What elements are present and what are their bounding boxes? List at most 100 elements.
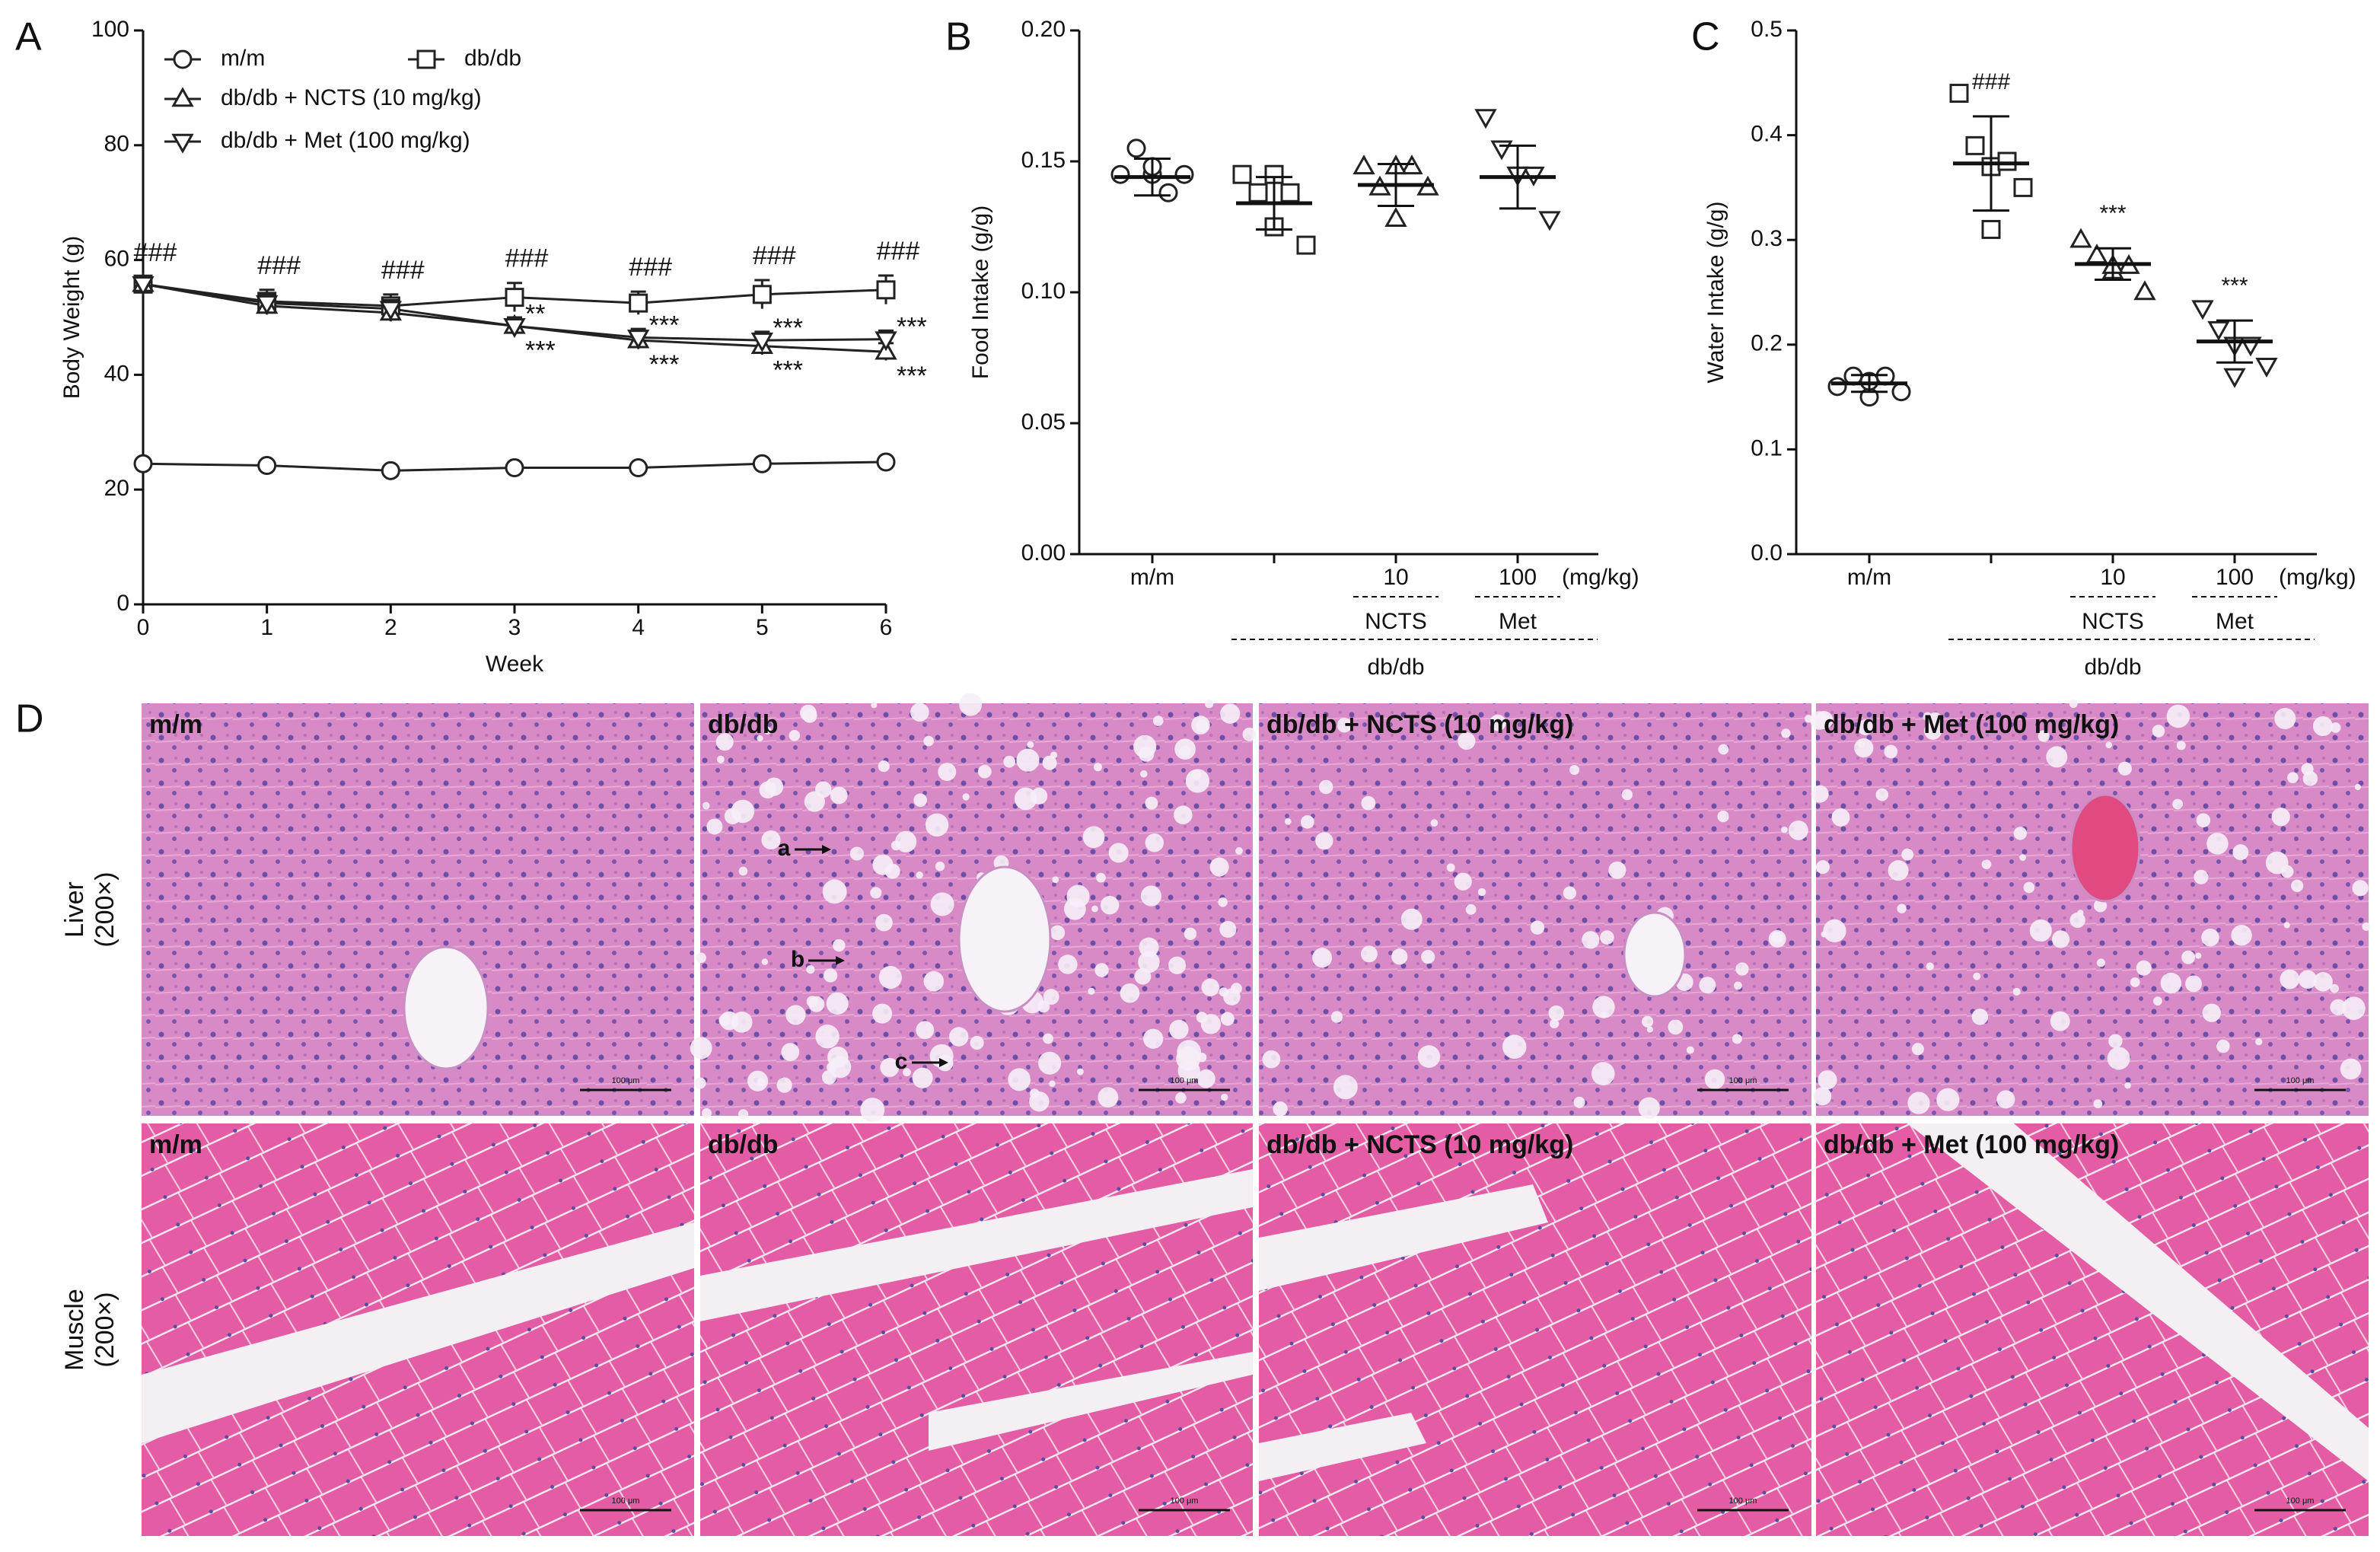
vacuole bbox=[1219, 920, 1237, 938]
marker bbox=[1538, 211, 1561, 231]
vacuole bbox=[1477, 888, 1486, 897]
vessel bbox=[403, 945, 489, 1070]
vacuole bbox=[1549, 1018, 1560, 1029]
significance-label: *** bbox=[2221, 273, 2248, 298]
marker bbox=[2133, 280, 2156, 301]
vacuole bbox=[1220, 703, 1241, 724]
vacuole bbox=[1936, 1088, 1960, 1111]
vacuole bbox=[2202, 1003, 2221, 1022]
vacuole bbox=[1454, 872, 1472, 891]
vacuole bbox=[789, 730, 801, 741]
scale-bar-label: 100 μm bbox=[1729, 1496, 1757, 1506]
vacuole bbox=[2012, 987, 2021, 996]
vacuole bbox=[1330, 1011, 1343, 1023]
sample-label: m/m bbox=[149, 1130, 202, 1159]
vacuole bbox=[1076, 1068, 1084, 1076]
vacuole bbox=[1781, 728, 1791, 738]
vacuole bbox=[1391, 948, 1408, 965]
group-label: db/db bbox=[2084, 655, 2141, 680]
x-tick-label: 3 bbox=[508, 615, 521, 640]
vacuole bbox=[1781, 826, 1788, 833]
vacuole bbox=[1008, 1068, 1031, 1091]
arrow-head bbox=[822, 845, 831, 854]
y-tick-label: 0.0 bbox=[1751, 540, 1783, 566]
marker bbox=[876, 452, 896, 472]
vacuole bbox=[1138, 951, 1160, 974]
vacuole bbox=[935, 861, 945, 872]
marker bbox=[752, 285, 772, 304]
vacuole bbox=[1273, 1101, 1288, 1117]
vacuole bbox=[1458, 731, 1476, 751]
vacuole bbox=[1016, 748, 1040, 772]
micrograph-image bbox=[1816, 1123, 2369, 1536]
marker bbox=[255, 295, 279, 315]
vacuole bbox=[2153, 996, 2162, 1006]
tissue-gap bbox=[700, 1169, 1253, 1321]
group-label: Met bbox=[2216, 609, 2254, 634]
vacuole bbox=[2195, 952, 2202, 959]
vacuole bbox=[916, 871, 923, 879]
vacuole bbox=[1465, 903, 1477, 915]
vacuole bbox=[1732, 1034, 1742, 1044]
vacuole bbox=[1152, 715, 1164, 726]
unit-label: (mg/kg) bbox=[2279, 565, 2356, 590]
vacuole bbox=[1003, 755, 1016, 768]
marker bbox=[1490, 140, 1513, 161]
vacuole bbox=[738, 1109, 749, 1120]
vacuole bbox=[701, 1107, 712, 1118]
group-label: db/db bbox=[1367, 655, 1424, 680]
tissue-gap bbox=[1907, 1123, 2369, 1481]
sample-label: db/db + Met (100 mg/kg) bbox=[1824, 1130, 2119, 1159]
x-tick-label: 5 bbox=[756, 615, 769, 640]
significance-label: ** bbox=[525, 299, 545, 328]
vacuole bbox=[1098, 1087, 1119, 1108]
vacuole bbox=[1888, 860, 1909, 881]
vacuole bbox=[1184, 927, 1197, 941]
vacuole bbox=[1218, 897, 1228, 907]
vacuole bbox=[804, 791, 825, 812]
vacuole bbox=[781, 1043, 800, 1062]
x-tick-label: m/m bbox=[1130, 565, 1174, 590]
vacuole bbox=[1042, 755, 1057, 770]
vacuole bbox=[1823, 919, 1846, 943]
vacuole bbox=[2231, 925, 2252, 946]
x-tick-label: 2 bbox=[384, 615, 397, 640]
vacuole bbox=[761, 830, 781, 850]
vacuole bbox=[2136, 960, 2152, 976]
vacuole bbox=[1108, 843, 1129, 863]
micrograph-image bbox=[1259, 703, 1811, 1116]
vacuole bbox=[1145, 796, 1158, 810]
scale-bar-label: 100 μm bbox=[2286, 1076, 2315, 1085]
vacuole bbox=[1043, 989, 1059, 1005]
marker bbox=[629, 293, 648, 313]
marker bbox=[171, 87, 194, 107]
vacuole bbox=[1768, 930, 1786, 948]
marker bbox=[1110, 164, 1130, 184]
vacuole bbox=[1300, 814, 1314, 829]
vacuole bbox=[938, 763, 957, 781]
vacuole bbox=[1573, 1096, 1585, 1108]
marker bbox=[1296, 235, 1316, 255]
vacuole bbox=[1120, 983, 1140, 1003]
vacuole bbox=[1592, 996, 1615, 1018]
vacuole bbox=[923, 970, 945, 992]
vacuole bbox=[1231, 983, 1242, 995]
legend-label: db/db + NCTS (10 mg/kg) bbox=[221, 85, 482, 110]
vacuole bbox=[2069, 700, 2078, 709]
vacuole bbox=[1174, 805, 1193, 824]
vacuole bbox=[694, 1077, 706, 1089]
vacuole bbox=[2298, 970, 2318, 989]
micrograph bbox=[1816, 1123, 2369, 1536]
vacuole bbox=[2201, 928, 2219, 947]
vacuole bbox=[1601, 1012, 1607, 1018]
vacuole bbox=[2352, 880, 2369, 897]
x-tick-label: 0 bbox=[137, 615, 150, 640]
vacuole bbox=[1621, 789, 1633, 801]
vacuole bbox=[1717, 810, 1729, 823]
vacuole bbox=[910, 703, 929, 722]
vacuole bbox=[1139, 937, 1159, 958]
significance-label: *** bbox=[773, 356, 803, 385]
marker bbox=[505, 458, 524, 478]
scale-bar-label: 100 μm bbox=[1171, 1496, 1199, 1506]
vacuole bbox=[1996, 1090, 2015, 1109]
